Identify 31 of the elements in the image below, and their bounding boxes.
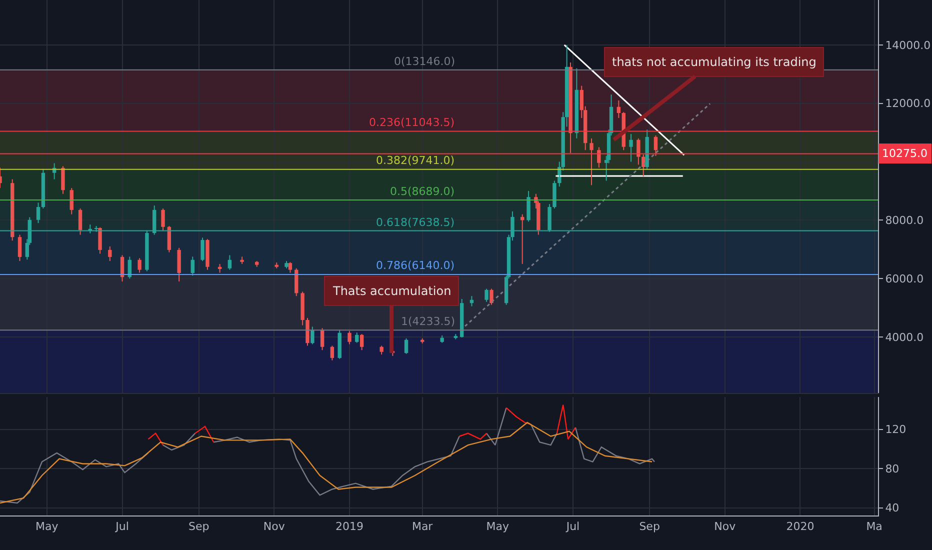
- ref-line-label: 0.236(11043.5): [369, 116, 455, 129]
- x-tick-label: Sep: [639, 520, 660, 533]
- x-tick-label: Jul: [114, 520, 129, 533]
- y-tick-label: 80: [885, 462, 900, 476]
- y-tick-label: 40: [885, 502, 900, 515]
- ref-line-label: 1(4233.5): [401, 315, 456, 328]
- annotation: thats not accumulating its trading: [612, 55, 816, 69]
- x-tick-label: Ma: [866, 520, 882, 533]
- y-tick-label: 4000.0: [885, 330, 924, 344]
- y-tick-label: 120: [885, 423, 906, 436]
- y-tick-label: 12000.0: [885, 97, 931, 110]
- ref-line-label: 0(13146.0): [394, 55, 456, 68]
- x-tick-label: Sep: [188, 520, 210, 533]
- y-tick-label: 6000.0: [885, 272, 924, 286]
- y-tick-label: 8000.0: [885, 214, 924, 227]
- x-tick-label: Jul: [565, 520, 580, 533]
- ref-line-label: 0.5(8689.0): [390, 185, 455, 198]
- ref-line-label: 0.618(7638.5): [376, 216, 455, 229]
- ref-line-label: 10275.0: [882, 147, 928, 160]
- x-tick-label: 2019: [335, 520, 364, 533]
- y-tick-label: 14000.0: [885, 38, 931, 52]
- x-tick-label: May: [486, 520, 510, 533]
- x-tick-label: Nov: [714, 520, 736, 533]
- x-tick-label: 2020: [786, 520, 814, 533]
- annotation: Thats accumulation: [332, 284, 452, 298]
- x-tick-label: Mar: [412, 520, 434, 533]
- ref-line-label: 0.382(9741.0): [376, 154, 455, 167]
- line-series: [0, 422, 653, 504]
- ref-line-label: 0.786(6140.0): [376, 259, 455, 272]
- x-tick-label: Nov: [263, 520, 286, 533]
- x-tick-label: May: [36, 520, 59, 533]
